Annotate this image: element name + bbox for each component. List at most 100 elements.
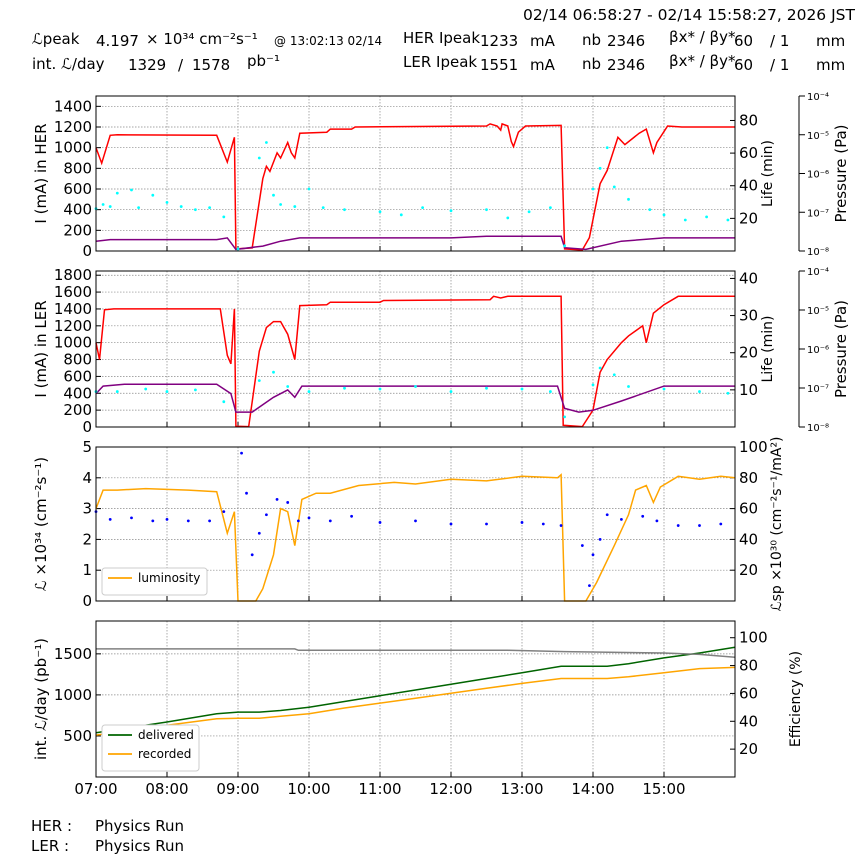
- legend-box: [101, 724, 200, 772]
- scatter-point-specific: [676, 524, 680, 527]
- series-line-current: [95, 295, 735, 428]
- scatter-point-specific: [605, 513, 609, 517]
- scatter-point-pressure: [520, 387, 524, 391]
- pressure-tick-label: 10⁻⁵: [807, 306, 829, 317]
- x-tick-label: 10:00: [287, 780, 330, 798]
- scatter-point-pressure: [449, 209, 453, 213]
- x-tick-label: 09:00: [216, 780, 259, 798]
- lpeak-value: 4.197: [96, 32, 139, 50]
- footer-ler-label: LER :: [31, 837, 70, 855]
- intl-value2: 1578: [192, 56, 231, 74]
- y-tick-label: 1200: [54, 118, 92, 136]
- series-line-efficiency: [96, 648, 736, 658]
- x-tick-label: 12:00: [429, 780, 472, 798]
- y-tick-label: 3: [82, 500, 92, 518]
- scatter-point-pressure: [698, 390, 701, 393]
- y2-axis-label: Efficiency (%): [788, 651, 804, 747]
- scatter-point-pressure: [527, 210, 531, 214]
- pressure-tick-label: 10⁻⁴: [807, 92, 829, 103]
- scatter-point-specific: [275, 497, 279, 501]
- y2-tick-label: 60: [739, 144, 758, 162]
- y-tick-label: 800: [63, 351, 92, 369]
- scatter-point-pressure: [165, 390, 169, 393]
- scatter-point-specific: [698, 524, 701, 527]
- ler-beta-x: 60: [734, 56, 754, 74]
- legend-label-recorded: recorded: [138, 747, 191, 761]
- scatter-point-pressure: [343, 386, 346, 390]
- scatter-point-pressure: [598, 366, 602, 370]
- scatter-point-pressure: [137, 206, 141, 210]
- scatter-point-specific: [485, 522, 488, 526]
- scatter-point-pressure: [705, 215, 708, 219]
- scatter-point-specific: [250, 553, 254, 557]
- scatter-point-specific: [655, 519, 659, 523]
- scatter-point-specific: [350, 514, 353, 518]
- scatter-point-pressure: [257, 156, 261, 160]
- footer-her-label: HER :: [31, 817, 73, 835]
- y2-tick-label: 40: [739, 712, 758, 730]
- series-line-life: [95, 235, 735, 251]
- x-tick-label: 15:00: [642, 780, 685, 798]
- scatter-point-pressure: [378, 387, 382, 391]
- scatter-point-specific: [286, 501, 290, 504]
- x-tick-label: 14:00: [571, 780, 614, 798]
- y2-tick-label: 60: [739, 500, 758, 518]
- scatter-point-pressure: [612, 373, 616, 377]
- scatter-point-pressure: [449, 390, 453, 393]
- ler-beta-unit: mm: [816, 56, 846, 74]
- y2-axis-label: Life (min): [760, 315, 776, 382]
- her-beta-y: / 1: [770, 32, 790, 50]
- series-line-recorded: [95, 666, 736, 736]
- ler-ipeak-unit: mA: [530, 56, 555, 74]
- scatter-point-specific: [165, 517, 169, 521]
- plot-frame: [95, 95, 736, 252]
- scatter-point-specific: [580, 544, 584, 547]
- scatter-point-pressure: [293, 205, 297, 208]
- series-line-life: [95, 383, 735, 413]
- y2-tick-label: 10: [739, 381, 758, 399]
- y-tick-label: 800: [63, 159, 92, 177]
- y2-tick-label: 40: [739, 530, 758, 548]
- scatter-point-pressure: [108, 205, 112, 208]
- scatter-point-specific: [296, 519, 300, 523]
- y-tick-label: 400: [63, 201, 92, 219]
- scatter-point-pressure: [222, 215, 226, 219]
- legend-label-delivered: delivered: [138, 728, 194, 742]
- scatter-point-pressure: [321, 206, 325, 210]
- scatter-point-pressure: [257, 379, 261, 383]
- scatter-point-specific: [588, 584, 591, 587]
- y-tick-label: 0: [82, 242, 92, 260]
- pressure-axis-label: Pressure (Pa): [832, 300, 850, 398]
- y-tick-label: 1400: [54, 97, 92, 115]
- pressure-tick-label: 10⁻⁸: [807, 247, 829, 258]
- y-tick-label: 200: [63, 401, 92, 419]
- scatter-point-pressure: [605, 146, 609, 150]
- scatter-point-pressure: [222, 400, 226, 404]
- scatter-point-pressure: [648, 208, 652, 212]
- scatter-point-specific: [245, 491, 248, 495]
- scatter-point-pressure: [612, 185, 616, 189]
- scatter-point-specific: [559, 524, 563, 527]
- y-tick-label: 1600: [54, 283, 92, 301]
- scatter-point-pressure: [208, 206, 212, 210]
- series-line-delivered: [95, 646, 736, 734]
- plot-frame: [95, 270, 736, 428]
- y-axis-label: I (mA) in LER: [32, 300, 50, 397]
- scatter-point-pressure: [115, 191, 119, 195]
- y-tick-label: 600: [63, 180, 92, 198]
- scatter-point-pressure: [130, 188, 133, 192]
- y2-tick-label: 80: [739, 469, 758, 487]
- scatter-point-pressure: [151, 193, 155, 197]
- her-beta-x: 60: [734, 32, 754, 50]
- y-tick-label: 5: [82, 438, 92, 456]
- scatter-point-specific: [108, 517, 112, 521]
- scatter-point-pressure: [378, 210, 382, 214]
- scatter-point-specific: [130, 516, 133, 520]
- y-tick-label: 1500: [54, 645, 92, 663]
- scatter-point-pressure: [563, 244, 566, 248]
- ler-beta-y: / 1: [770, 56, 790, 74]
- y2-tick-label: 20: [739, 209, 758, 227]
- scatter-point-pressure: [115, 390, 119, 393]
- scatter-point-specific: [240, 451, 243, 455]
- scatter-point-pressure: [662, 387, 666, 391]
